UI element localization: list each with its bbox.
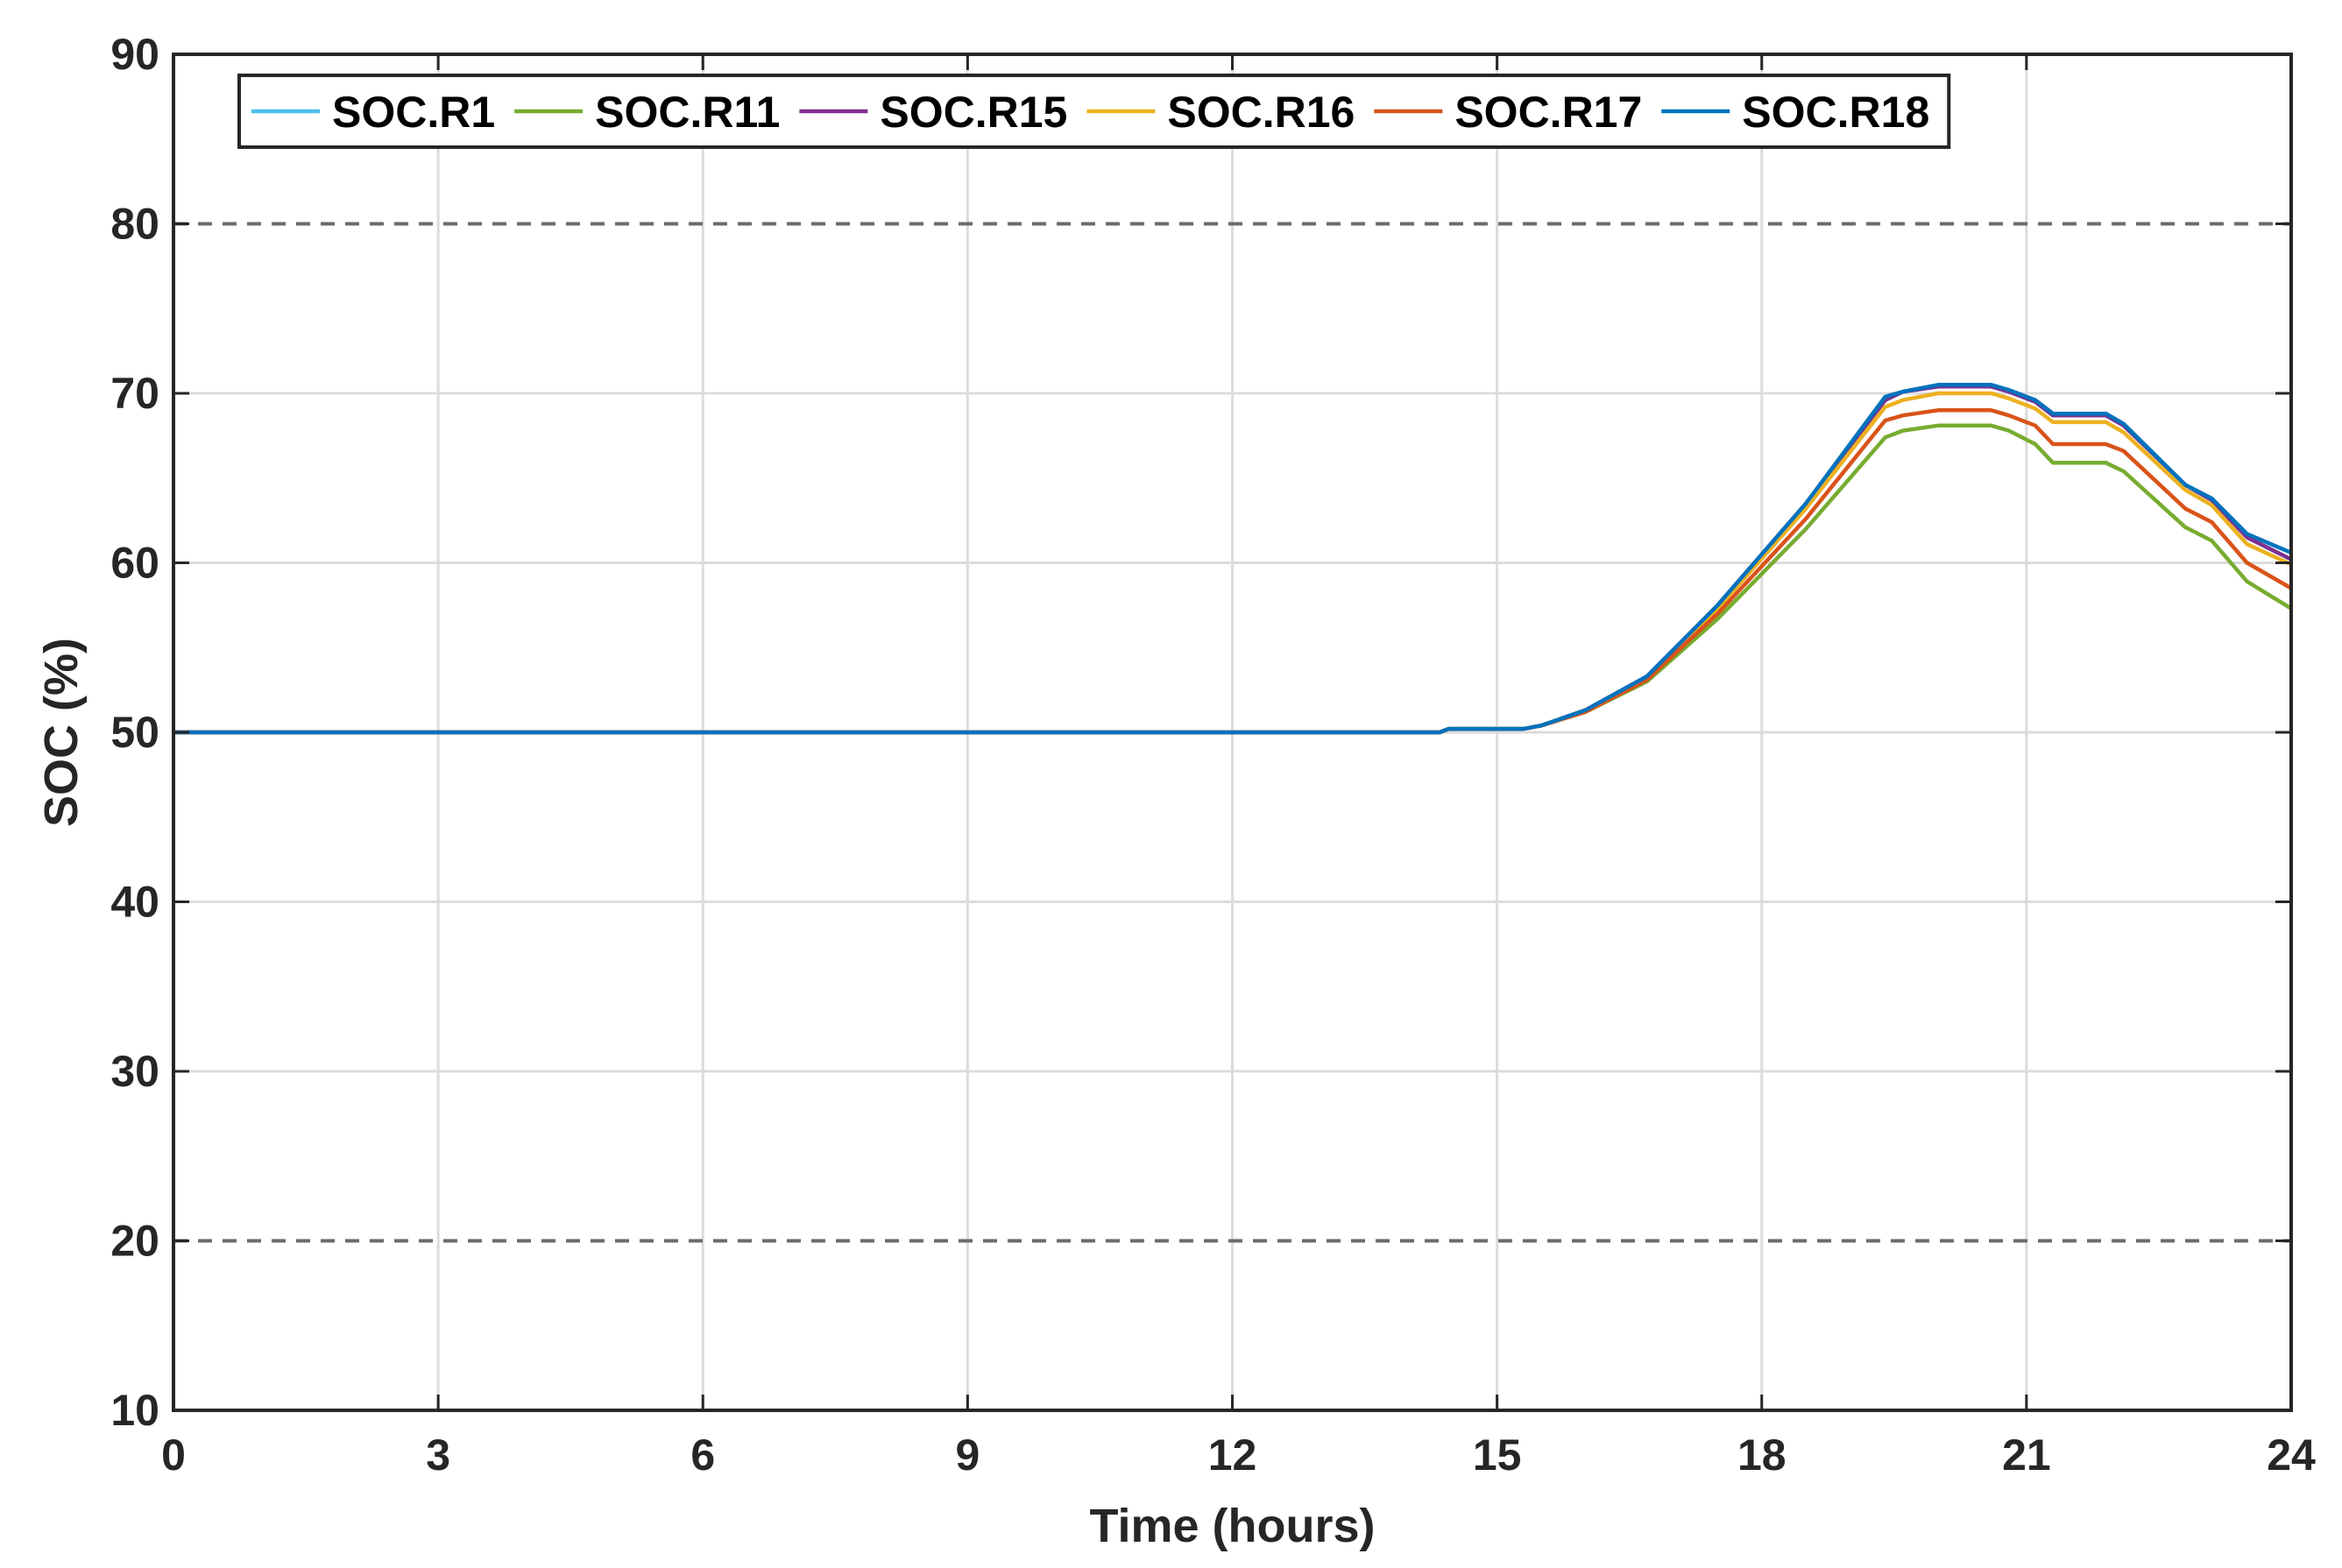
x-tick-label: 3 [426, 1430, 450, 1480]
legend-label: SOC.R15 [880, 88, 1067, 137]
x-tick-label: 21 [2002, 1430, 2051, 1480]
y-tick-label: 60 [110, 539, 159, 588]
y-tick-label: 70 [110, 369, 159, 418]
x-tick-label: 15 [1473, 1430, 1522, 1480]
series-line-soc-r18 [173, 383, 2292, 735]
x-tick-label: 0 [161, 1430, 186, 1480]
y-axis-title: SOC (%) [35, 638, 88, 827]
y-tick-label: 80 [110, 200, 159, 249]
legend-label: SOC.R11 [595, 88, 780, 137]
x-tick-label: 12 [1208, 1430, 1257, 1480]
legend: SOC.R1 SOC.R11 SOC.R15 SOC.R16 SOC.R17 SOC.R1… [237, 74, 1951, 149]
grid-lines [173, 54, 2291, 1410]
series-lines [173, 383, 2293, 735]
legend-label: SOC.R1 [332, 88, 495, 137]
y-tick-label: 50 [110, 708, 159, 757]
y-tick-label: 20 [110, 1217, 159, 1266]
x-tick-label: 18 [1737, 1430, 1787, 1480]
y-tick-label: 30 [110, 1047, 159, 1096]
y-tick-label: 10 [110, 1386, 159, 1435]
reference-lines [173, 222, 2291, 1243]
x-axis-title: Time (hours) [1089, 1500, 1375, 1552]
x-tick-label: 6 [690, 1430, 715, 1480]
x-tick-label: 9 [955, 1430, 980, 1480]
legend-label: SOC.R16 [1167, 88, 1355, 137]
legend-label: SOC.R17 [1454, 88, 1642, 137]
legend-label: SOC.R18 [1742, 88, 1929, 137]
y-tick-label: 40 [110, 878, 159, 927]
axis-ticks: 0 3 6 9 12 15 18 21 24 10 20 30 40 50 60 70 80 90 [110, 30, 2316, 1480]
y-tick-label: 90 [110, 30, 159, 79]
x-tick-label: 24 [2267, 1430, 2316, 1480]
